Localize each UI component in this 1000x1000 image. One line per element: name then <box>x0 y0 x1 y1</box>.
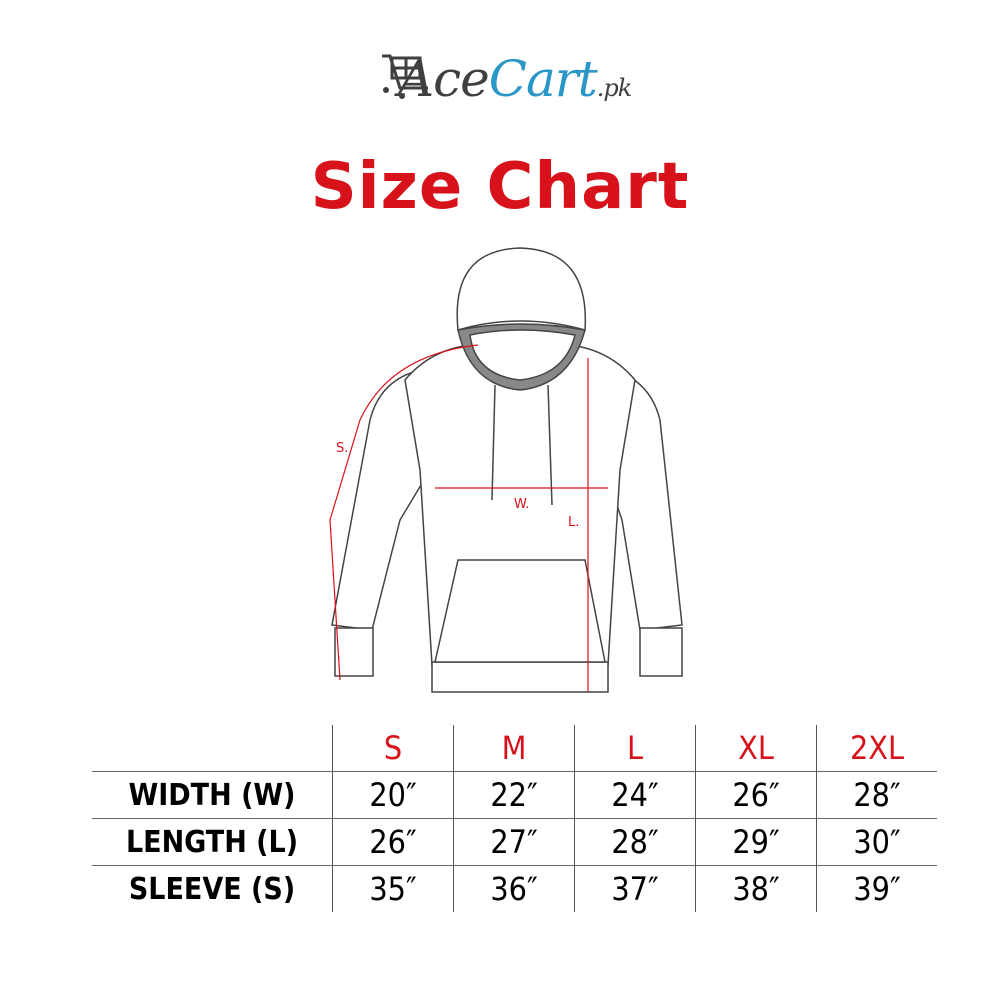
table-cell: 27″ <box>453 818 575 866</box>
table-cell: 20″ <box>332 771 454 819</box>
size-header: S <box>332 725 454 772</box>
table-row-sleeve: SLEEVE (S) 35″ 36″ 37″ 38″ 39″ <box>92 865 937 912</box>
table-cell: 28″ <box>574 818 696 866</box>
size-header: XL <box>695 725 817 772</box>
size-table: S M L XL 2XL WIDTH (W) 20″ 22″ 24″ 26″ 2… <box>92 725 937 912</box>
brand-name-ace: Ace <box>398 50 490 108</box>
length-label: L. <box>568 515 579 530</box>
table-cell: 30″ <box>816 818 937 866</box>
brand-name-cart: Cart <box>488 50 598 108</box>
table-cell: 38″ <box>695 865 817 912</box>
table-cell: 37″ <box>574 865 696 912</box>
size-header: L <box>574 725 696 772</box>
table-cell: 39″ <box>816 865 937 912</box>
shopping-cart-icon <box>382 54 428 99</box>
size-header: M <box>453 725 575 772</box>
hem <box>431 661 609 693</box>
table-row-width: WIDTH (W) 20″ 22″ 24″ 26″ 28″ <box>92 771 937 819</box>
sleeve-label: S. <box>336 441 348 456</box>
left-cuff <box>334 627 374 677</box>
sleeve-measure-line <box>329 344 479 681</box>
table-cell: 26″ <box>332 818 454 866</box>
table-cell: 35″ <box>332 865 454 912</box>
table-cell: 28″ <box>816 771 937 819</box>
brand-name: AceCart.pk <box>398 50 633 108</box>
row-label: LENGTH (L) <box>92 818 333 866</box>
table-cell: 36″ <box>453 865 575 912</box>
row-label: SLEEVE (S) <box>92 865 333 912</box>
size-header-row: S M L XL 2XL <box>92 725 937 772</box>
header-empty-cell <box>92 725 333 772</box>
table-cell: 22″ <box>453 771 575 819</box>
table-row-length: LENGTH (L) 26″ 27″ 28″ 29″ 30″ <box>92 818 937 866</box>
row-label: WIDTH (W) <box>92 771 333 819</box>
pocket <box>434 559 606 663</box>
table-cell: 24″ <box>574 771 696 819</box>
page-title: Size Chart <box>310 150 690 224</box>
table-cell: 29″ <box>695 818 817 866</box>
width-label: W. <box>514 497 530 512</box>
table-cell: 26″ <box>695 771 817 819</box>
right-cuff <box>639 627 683 677</box>
size-header: 2XL <box>816 725 937 772</box>
hood <box>456 247 587 331</box>
brand-suffix: .pk <box>596 74 633 102</box>
left-sleeve <box>331 369 431 631</box>
hoodie-diagram: S. W. L. <box>329 247 683 693</box>
